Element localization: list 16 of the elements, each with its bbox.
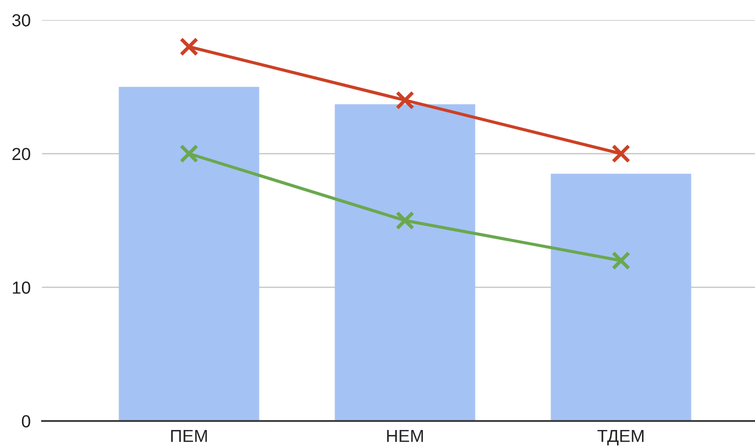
x-tick-label: НЕМ bbox=[387, 430, 423, 442]
x-tick-label: ПЕМ bbox=[171, 430, 207, 442]
point bbox=[396, 90, 414, 110]
y-tick-label: 10 bbox=[12, 282, 30, 294]
point bbox=[180, 144, 198, 164]
point bbox=[612, 144, 630, 164]
point bbox=[180, 37, 198, 56]
point bbox=[612, 251, 630, 270]
y-tick-label: 30 bbox=[12, 14, 30, 26]
y-tick-label: 0 bbox=[22, 415, 30, 428]
x-tick-label: ТДЕМ bbox=[597, 430, 644, 446]
bar bbox=[550, 174, 692, 421]
y-tick-label: 20 bbox=[12, 148, 30, 160]
bar bbox=[334, 104, 476, 421]
point bbox=[396, 211, 414, 230]
bar bbox=[118, 86, 260, 421]
